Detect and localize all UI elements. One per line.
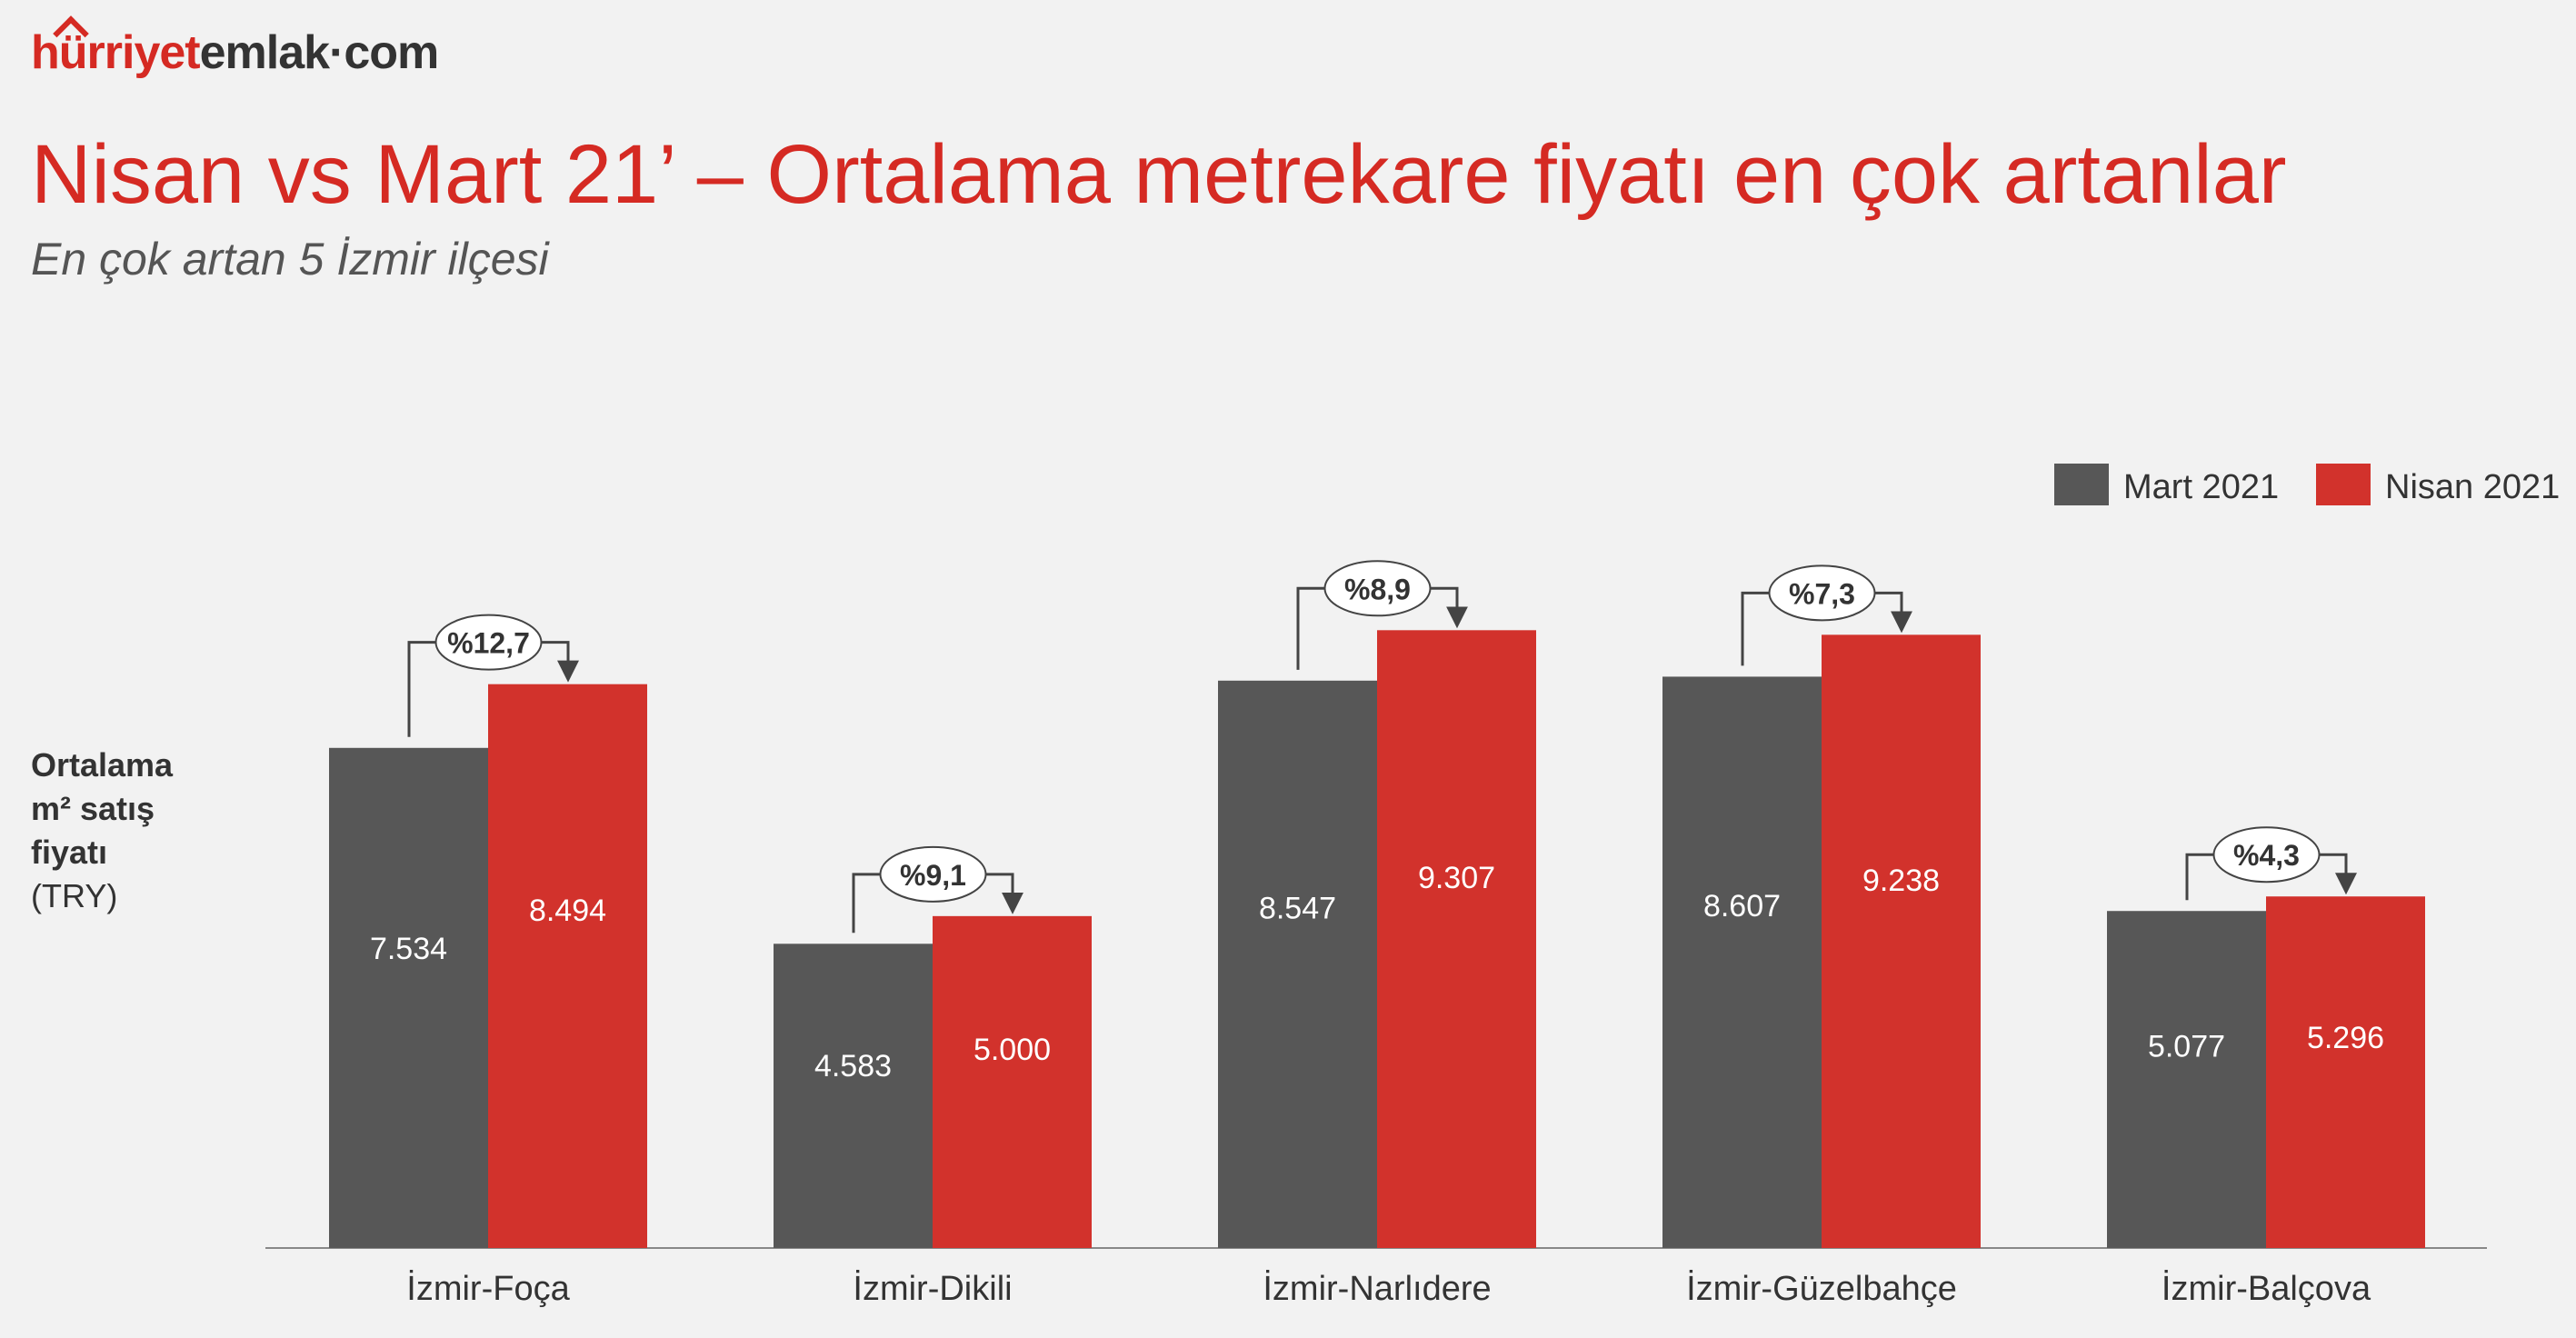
- bar-mart-1: [774, 944, 933, 1248]
- y-axis-label-line1: Ortalama: [31, 746, 174, 784]
- legend-swatch-mart: [2054, 464, 2109, 505]
- bar-mart-2: [1218, 680, 1377, 1248]
- data-label-mart-4: 5.077: [2148, 1030, 2225, 1064]
- growth-label-2: %8,9: [1344, 573, 1411, 605]
- data-label-mart-2: 8.547: [1259, 891, 1336, 925]
- data-label-nisan-1: 5.000: [973, 1033, 1051, 1067]
- category-label-0: İzmir-Foça: [406, 1269, 570, 1308]
- growth-badge-4: [2212, 826, 2321, 884]
- category-label-4: İzmir-Balçova: [2162, 1269, 2371, 1308]
- growth-label-3: %7,3: [1789, 577, 1855, 610]
- category-label-2: İzmir-Narlıdere: [1263, 1269, 1491, 1308]
- bar-mart-0: [329, 747, 488, 1248]
- y-axis-label-unit: (TRY): [31, 877, 118, 914]
- growth-badge-1: [879, 845, 987, 903]
- brand-logo: hürriyetemlak·com: [31, 15, 440, 80]
- data-label-mart-3: 8.607: [1703, 889, 1781, 924]
- legend-label-mart: Mart 2021: [2123, 468, 2279, 506]
- page-title: Nisan vs Mart 21’ – Ortalama metrekare f…: [31, 128, 2287, 221]
- bar-nisan-2: [1377, 630, 1536, 1248]
- data-label-mart-0: 7.534: [370, 932, 447, 966]
- growth-badge-0: [434, 614, 543, 671]
- data-label-nisan-4: 5.296: [2307, 1021, 2384, 1055]
- legend-label-nisan: Nisan 2021: [2385, 468, 2560, 506]
- growth-badge-2: [1323, 560, 1432, 617]
- bar-nisan-1: [933, 915, 1092, 1248]
- data-label-nisan-2: 9.307: [1418, 861, 1495, 895]
- logo-suffix: emlak·com: [199, 26, 440, 79]
- growth-badge-3: [1768, 564, 1876, 622]
- bar-mart-3: [1662, 676, 1822, 1248]
- growth-label-0: %12,7: [447, 627, 530, 660]
- bar-nisan-4: [2266, 896, 2425, 1248]
- page-subtitle: En çok artan 5 İzmir ilçesi: [31, 234, 549, 285]
- growth-label-1: %9,1: [900, 859, 966, 892]
- logo-prefix: hürriyet: [31, 26, 201, 79]
- category-label-3: İzmir-Güzelbahçe: [1686, 1269, 1957, 1308]
- y-axis-label-line2: m² satış: [31, 790, 155, 827]
- bar-nisan-3: [1822, 634, 1981, 1248]
- growth-label-4: %4,3: [2233, 839, 2300, 872]
- data-label-nisan-0: 8.494: [529, 894, 606, 928]
- bar-nisan-0: [488, 684, 647, 1248]
- legend-swatch-nisan: [2316, 464, 2371, 505]
- y-axis-label: Ortalama m² satış fiyatı (TRY): [31, 744, 173, 918]
- y-axis-label-line3: fiyatı: [31, 834, 108, 871]
- data-label-mart-1: 4.583: [814, 1049, 892, 1083]
- category-label-1: İzmir-Dikili: [853, 1269, 1012, 1308]
- data-label-nisan-3: 9.238: [1862, 864, 1940, 898]
- bar-mart-4: [2107, 911, 2266, 1248]
